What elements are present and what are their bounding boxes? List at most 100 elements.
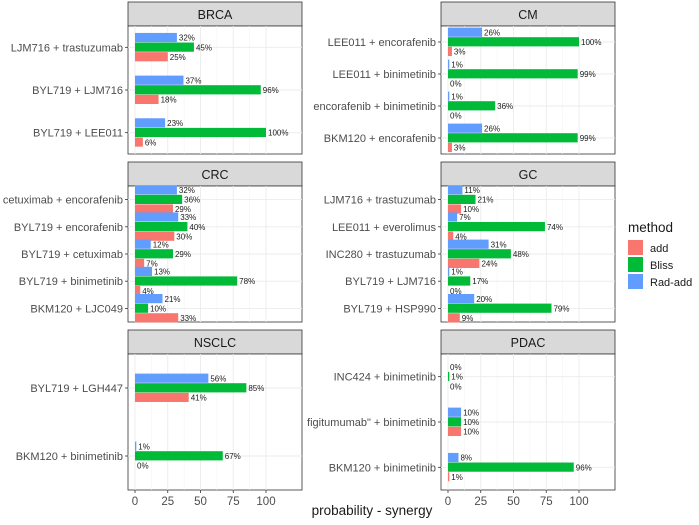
data-label-add: 3%	[454, 144, 466, 153]
facet-brca: BRCA LJM716 + trastuzumab 32%45% 25% BYL719 …	[11, 1, 303, 155]
facet-nsclc: NSCLC BYL719 + LGH447 56% 85% 41% BKM120 + bi…	[16, 329, 303, 508]
x-tick-label: 0	[445, 496, 451, 508]
x-tick-label: 50	[507, 496, 520, 508]
data-label-add: 0%	[450, 80, 462, 89]
data-label-add: 4%	[142, 287, 154, 296]
legend-label-bliss: Bliss	[650, 260, 674, 272]
data-label-add: 29%	[175, 205, 191, 214]
x-tick-label: 75	[540, 496, 553, 508]
bar-bliss	[135, 42, 194, 52]
bar-add	[135, 258, 145, 268]
data-label-bliss: 96%	[263, 86, 279, 95]
bar-rad-add	[448, 212, 458, 222]
data-label-add: 0%	[450, 382, 462, 391]
facet-strip	[440, 161, 616, 187]
category-label: BYL719 + binimetinib	[19, 276, 123, 288]
data-label-rad-add: 20%	[476, 295, 492, 304]
x-axis-title: probability - synergy	[312, 503, 433, 518]
bar-bliss	[448, 37, 579, 47]
bar-bliss	[135, 222, 188, 232]
category-label: BYL719 + encorafenib	[14, 222, 123, 234]
facet-strip	[127, 1, 303, 27]
data-label-rad-add: 32%	[179, 186, 195, 195]
bar-bliss	[448, 371, 450, 382]
data-label-rad-add: 1%	[138, 442, 150, 451]
bar-add	[135, 286, 141, 296]
data-label-bliss: 74%	[547, 223, 563, 232]
bar-add	[448, 46, 452, 56]
bar-add	[448, 426, 462, 436]
legend-label-add: add	[650, 243, 668, 255]
data-label-rad-add: 13%	[154, 268, 170, 277]
bar-bliss	[448, 222, 545, 232]
category-label: INC280 + trastuzumab	[326, 249, 436, 261]
bar-bliss	[448, 69, 578, 79]
data-label-add: 3%	[454, 48, 466, 57]
data-label-rad-add: 11%	[464, 186, 479, 195]
bar-bliss	[135, 194, 183, 204]
bar-rad-add	[135, 75, 184, 85]
bar-rad-add	[448, 123, 483, 133]
category-label: BKM120 + binimetinib	[16, 451, 123, 463]
bar-add	[135, 94, 159, 104]
data-label-add: 18%	[161, 96, 177, 105]
x-tick-label: 75	[227, 496, 240, 508]
category-label: BYL719 + cetuximab	[21, 249, 123, 261]
facet-strip	[127, 161, 303, 187]
data-label-rad-add: 8%	[460, 454, 472, 463]
category-label: BYL719 + LJM716	[345, 276, 436, 288]
category-label: BKM120 + encorafenib	[324, 133, 436, 145]
bar-add	[135, 52, 168, 62]
data-label-bliss: 36%	[184, 196, 200, 205]
facet-title: BRCA	[198, 8, 233, 22]
legend-swatch-bliss	[628, 257, 643, 272]
data-label-bliss: 10%	[150, 304, 166, 313]
data-label-bliss: 10%	[463, 418, 479, 427]
bar-rad-add	[448, 239, 489, 249]
data-label-rad-add: 1%	[451, 60, 463, 69]
category-label: BKM120 + binimetinib	[329, 462, 436, 474]
data-label-add: 0%	[137, 462, 149, 471]
bar-bliss	[448, 303, 552, 313]
data-label-rad-add: 23%	[167, 119, 183, 128]
x-tick-label: 0	[132, 496, 138, 508]
category-label: LEE011 + binimetinib	[333, 69, 436, 81]
bar-rad-add	[448, 59, 450, 69]
bar-rad-add	[448, 294, 475, 304]
bar-bliss	[448, 133, 578, 143]
data-label-bliss: 21%	[478, 196, 494, 205]
legend-swatch-rad-add	[628, 274, 643, 289]
facet-title: GC	[519, 168, 538, 182]
data-label-bliss: 29%	[175, 250, 191, 259]
bar-bliss	[448, 462, 574, 472]
data-label-rad-add: 21%	[165, 295, 181, 304]
data-label-add: 41%	[191, 394, 207, 403]
bar-bliss	[135, 303, 149, 313]
data-label-rad-add: 37%	[185, 76, 201, 85]
bar-add	[135, 137, 143, 147]
bar-add	[448, 472, 450, 482]
bar-bliss	[135, 451, 223, 461]
data-label-add: 4%	[455, 232, 467, 241]
bar-rad-add	[448, 266, 450, 276]
facet-gc: GC LJM716 + trastuzumab 11%21%10% LEE011 + …	[324, 161, 616, 323]
data-label-bliss: 100%	[581, 38, 601, 47]
data-label-bliss: 40%	[189, 223, 205, 232]
category-label: BYL719 + LEE011	[33, 128, 123, 140]
data-label-rad-add: 56%	[210, 374, 226, 383]
facet-cm: CM LEE011 + encorafenib 26% 100% 3% LEE011 + …	[313, 1, 616, 155]
data-label-bliss: 85%	[248, 384, 264, 393]
data-label-rad-add: 1%	[451, 268, 463, 277]
bar-rad-add	[135, 118, 166, 128]
facet-title: CRC	[201, 168, 228, 182]
category-label: BYL719 + LGH447	[30, 383, 123, 395]
data-label-rad-add: 31%	[491, 240, 507, 249]
x-tick-label: 50	[194, 496, 207, 508]
facet-title: NSCLC	[194, 336, 236, 350]
category-label: LEE011 + everolimus	[332, 222, 437, 234]
bar-rad-add	[448, 27, 483, 37]
category-label: cetuximab + encorafenib	[3, 195, 123, 207]
data-label-rad-add: 0%	[450, 363, 462, 372]
